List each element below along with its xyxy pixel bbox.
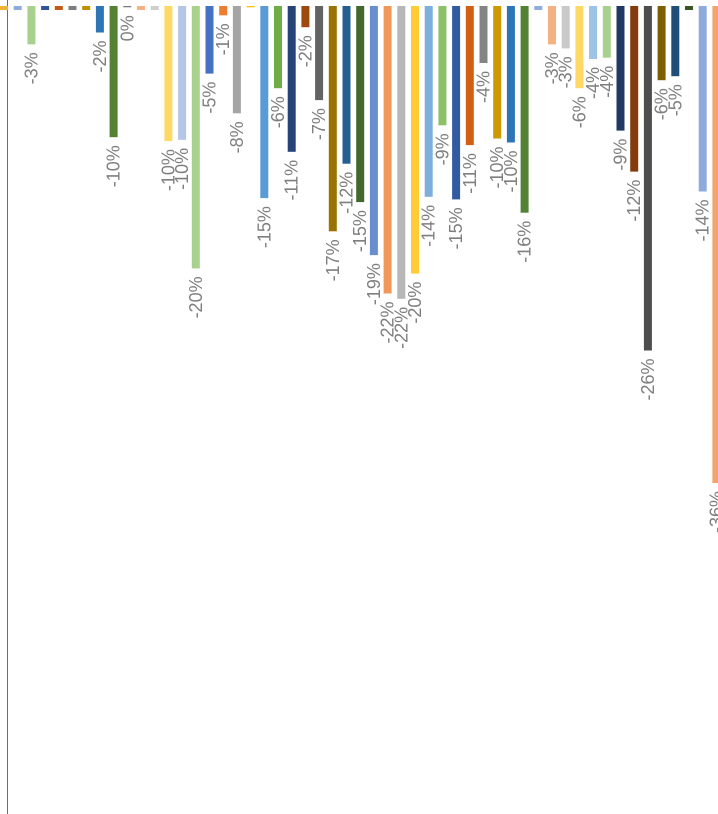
data-label: -22% — [378, 302, 398, 344]
bar — [438, 6, 447, 126]
data-label: -10% — [104, 145, 124, 187]
bar — [137, 6, 145, 10]
data-label: -20% — [186, 276, 206, 318]
bar — [41, 6, 50, 10]
bar — [178, 6, 187, 140]
bar — [82, 6, 91, 10]
data-label: -9% — [611, 139, 631, 171]
bar — [534, 6, 543, 10]
bar — [575, 6, 584, 89]
data-label: -6% — [268, 96, 288, 128]
bar — [68, 6, 77, 10]
data-label: -4% — [474, 71, 494, 103]
bars-group — [0, 6, 718, 483]
data-label: -6% — [652, 88, 672, 120]
data-label: -2% — [90, 40, 110, 72]
bar — [342, 6, 351, 164]
data-label: -26% — [638, 359, 658, 401]
bar — [246, 6, 255, 8]
data-label: -2% — [295, 35, 315, 67]
data-label: -10% — [501, 151, 521, 193]
data-label: -15% — [254, 206, 274, 248]
bar — [315, 6, 324, 101]
data-label: -10% — [172, 148, 192, 190]
data-label: -10% — [158, 149, 178, 191]
bar — [424, 6, 433, 197]
bar — [589, 6, 598, 59]
bar — [520, 6, 529, 213]
data-label: -8% — [227, 121, 247, 153]
bar — [232, 6, 241, 114]
bar — [493, 6, 502, 139]
data-label: -15% — [446, 207, 466, 249]
data-label: -10% — [487, 147, 507, 189]
data-label: -6% — [569, 96, 589, 128]
bar — [643, 6, 652, 351]
bar — [561, 6, 570, 49]
bar — [506, 6, 515, 143]
bar — [383, 6, 392, 294]
data-label: -12% — [624, 180, 644, 222]
bar — [548, 6, 556, 45]
data-labels-group: -3% -2%-10%0%-10%-10%-20%-5%-1%-8%-15%-6%… — [21, 15, 718, 533]
bar — [369, 6, 378, 256]
bar — [685, 6, 693, 10]
bar — [616, 6, 625, 131]
bar — [328, 6, 337, 232]
bar — [219, 6, 228, 16]
bar — [150, 6, 159, 10]
data-label: -4% — [583, 67, 603, 99]
bar — [13, 6, 22, 10]
bar — [164, 6, 173, 142]
data-label: -14% — [419, 205, 439, 247]
bar — [465, 6, 474, 146]
bar — [712, 6, 718, 483]
data-label: -15% — [350, 210, 370, 252]
bar — [109, 6, 118, 138]
data-label: -22% — [391, 307, 411, 349]
data-label: -36% — [706, 491, 718, 533]
data-label: -5% — [665, 84, 685, 116]
bar — [95, 6, 104, 33]
bar — [274, 6, 282, 89]
data-label: -1% — [213, 23, 233, 55]
data-label: -3% — [21, 52, 41, 84]
data-label: -19% — [364, 263, 384, 305]
data-label: 0% — [117, 15, 137, 41]
data-label: -11% — [460, 153, 480, 194]
bar — [301, 6, 310, 28]
bar — [698, 6, 707, 192]
bar — [54, 6, 63, 10]
data-label: -20% — [405, 282, 425, 324]
data-label: -11% — [282, 160, 302, 201]
bar — [356, 6, 365, 203]
bar — [397, 6, 406, 299]
data-label: -17% — [323, 239, 343, 281]
bar — [260, 6, 269, 199]
bar — [27, 6, 36, 45]
bar — [630, 6, 639, 172]
bar — [452, 6, 461, 200]
data-label: -4% — [597, 66, 617, 98]
data-label: -3% — [542, 52, 562, 84]
bar — [671, 6, 680, 77]
bar — [657, 6, 666, 81]
data-label: -12% — [337, 172, 357, 214]
bar — [0, 6, 8, 10]
bar — [411, 6, 419, 274]
data-label: -16% — [515, 221, 535, 263]
bar — [602, 6, 611, 58]
data-label: -14% — [693, 200, 713, 242]
bar — [479, 6, 488, 63]
data-label: -7% — [309, 108, 329, 140]
data-label: -9% — [432, 133, 452, 165]
bar — [123, 6, 132, 8]
bar — [191, 6, 200, 269]
bar — [205, 6, 214, 74]
data-label: -5% — [200, 82, 220, 114]
data-label: -3% — [556, 56, 576, 88]
bar — [287, 6, 296, 152]
